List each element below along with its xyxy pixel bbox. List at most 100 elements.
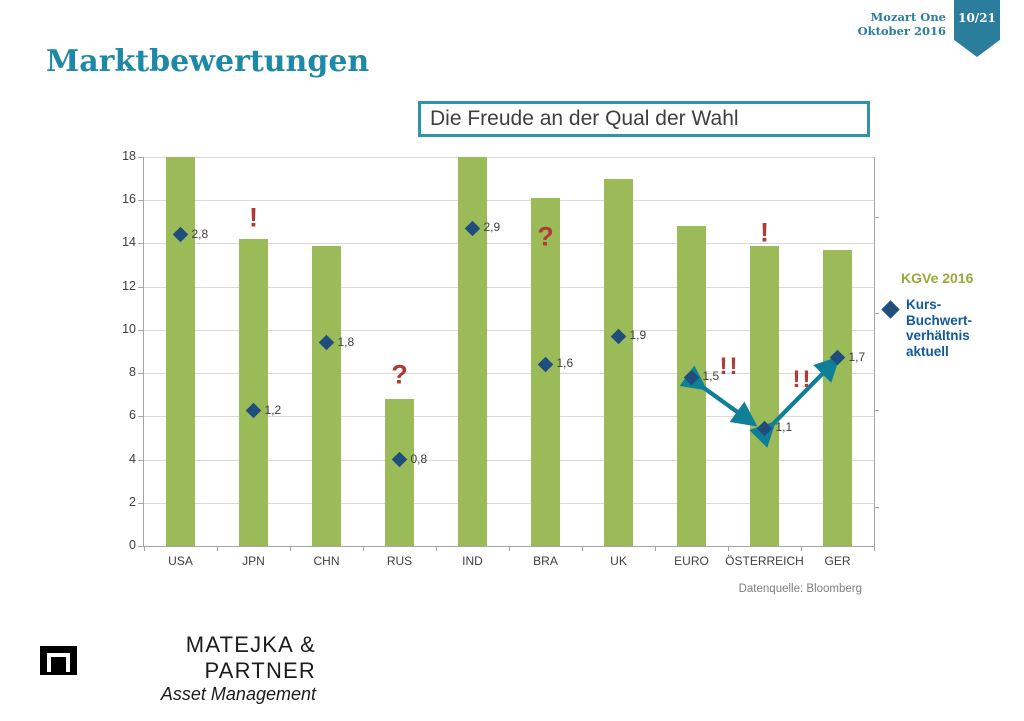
- marker-value-jpn: 1,2: [264, 402, 282, 417]
- x-axis-label-chn: CHN: [313, 554, 340, 568]
- legend-diamond-icon: [881, 300, 900, 319]
- page-ribbon: 10/21: [954, 0, 1000, 57]
- annotation-mark: !: [249, 202, 258, 232]
- annotation-mark: !!: [719, 352, 740, 380]
- x-axis-tick: [217, 546, 218, 551]
- company-name: MATEJKA & PARTNER: [185, 632, 316, 683]
- bar-ger: [823, 249, 852, 546]
- x-axis-tick: [874, 546, 875, 551]
- annotation-mark: ?: [391, 359, 408, 390]
- source-note: Datenquelle: Bloomberg: [738, 583, 862, 595]
- x-axis-tick: [509, 546, 510, 551]
- secondary-axis-tick: [874, 313, 879, 314]
- gridline: [144, 502, 874, 504]
- marker-value-bra: 1,6: [556, 356, 574, 371]
- chart-title-box: Die Freude an der Qual der Wahl: [418, 101, 870, 137]
- marker-value-chn: 1,8: [337, 334, 355, 349]
- gridline: [144, 286, 874, 288]
- x-axis-label-usa: USA: [168, 554, 193, 568]
- gridline: [144, 243, 874, 245]
- y-axis-label: 16: [122, 192, 136, 207]
- legend-marker-entry: Kurs- Buchwert-verhältnis aktuell: [906, 297, 972, 359]
- y-axis-tick: [138, 459, 144, 461]
- x-axis-label-österreich: ÖSTERREICH: [725, 554, 804, 568]
- bar-euro: [677, 226, 706, 546]
- legend-marker-line: Buchwert-: [906, 312, 973, 328]
- bar-uk: [604, 178, 633, 546]
- y-axis-label: 12: [122, 278, 136, 293]
- marker-value-rus: 0,8: [410, 451, 428, 466]
- project-name: Mozart One: [870, 10, 946, 24]
- chart-title: Die Freude an der Qual der Wahl: [430, 107, 739, 130]
- y-axis-tick: [138, 373, 144, 375]
- x-axis-label-rus: RUS: [386, 554, 413, 568]
- footer-logo: MATEJKA & PARTNER Asset Management: [88, 632, 316, 705]
- y-axis-label: 6: [129, 408, 136, 423]
- slide-date: Oktober 2016: [857, 23, 946, 38]
- company-division: Asset Management: [160, 684, 316, 704]
- marker-value-ind: 2,9: [483, 220, 501, 235]
- gridline: [144, 329, 874, 331]
- y-axis-tick: [138, 546, 144, 547]
- bar-österreich: [750, 245, 779, 546]
- y-axis-tick: [138, 329, 144, 331]
- y-axis-label: 0: [129, 538, 136, 552]
- x-axis-label-uk: UK: [610, 554, 627, 568]
- y-axis-tick: [138, 416, 144, 418]
- annotation-mark: ?: [537, 221, 554, 252]
- marker-value-ger: 1,7: [848, 349, 866, 364]
- page-number: 10/21: [958, 11, 996, 25]
- annotation-mark: !!: [792, 365, 813, 393]
- gridline: [144, 373, 874, 375]
- slide-meta: Mozart One Oktober 2016: [857, 10, 946, 38]
- chart-plot: 0 2 4 6 8 10 12 14 16 18 USA JPN CHN RUS IND BRA UK EURO Ö…: [122, 149, 879, 568]
- y-axis-label: 4: [129, 451, 136, 466]
- x-axis-tick: [582, 546, 583, 551]
- gridline: [144, 200, 874, 202]
- bar-rus: [385, 399, 414, 546]
- legend-marker-line: aktuell: [906, 343, 949, 359]
- secondary-axis-tick: [874, 507, 879, 508]
- legend-series-title: KGVe 2016: [901, 270, 974, 286]
- y-axis-label: 10: [122, 321, 136, 336]
- legend-marker-line: verhältnis: [906, 328, 970, 343]
- gridline: [144, 157, 874, 158]
- gridline: [144, 416, 874, 418]
- matejka-logo-icon: [40, 646, 77, 675]
- bar-usa: [166, 157, 195, 546]
- double-arrow: [679, 365, 758, 427]
- x-axis-tick: [655, 546, 656, 551]
- gridline: [144, 459, 874, 461]
- y-axis-tick: [138, 157, 144, 158]
- y-axis-tick: [138, 502, 144, 504]
- bar-jpn: [239, 239, 268, 546]
- x-axis-tick: [144, 546, 145, 551]
- x-axis-label-jpn: JPN: [242, 554, 265, 568]
- marker-value-österreich: 1,1: [775, 420, 793, 435]
- bar-ind: [458, 157, 487, 546]
- page-title: Marktbewertungen: [46, 44, 370, 79]
- x-axis-label-ind: IND: [462, 554, 483, 568]
- x-axis-label-euro: EURO: [674, 554, 709, 568]
- y-axis-label: 18: [122, 149, 136, 163]
- y-axis-label: 2: [129, 494, 136, 509]
- marker-value-euro: 1,5: [702, 369, 720, 384]
- y-axis-tick: [138, 286, 144, 288]
- x-axis-tick: [436, 546, 437, 551]
- bar-chn: [312, 245, 341, 546]
- marker-value-uk: 1,9: [629, 328, 647, 343]
- secondary-axis-tick: [874, 410, 879, 411]
- x-axis-label-ger: GER: [824, 554, 851, 568]
- x-axis-tick: [363, 546, 364, 551]
- x-axis-tick: [801, 546, 802, 551]
- x-axis-tick: [728, 546, 729, 551]
- y-axis-tick: [138, 243, 144, 245]
- y-axis-label: 14: [122, 235, 136, 250]
- x-axis-label-bra: BRA: [533, 554, 558, 568]
- y-axis-tick: [138, 200, 144, 202]
- marker-value-usa: 2,8: [191, 226, 209, 241]
- legend-marker-line: Kurs-: [906, 297, 942, 312]
- y-axis-label: 8: [129, 365, 136, 380]
- secondary-axis-tick: [874, 217, 879, 218]
